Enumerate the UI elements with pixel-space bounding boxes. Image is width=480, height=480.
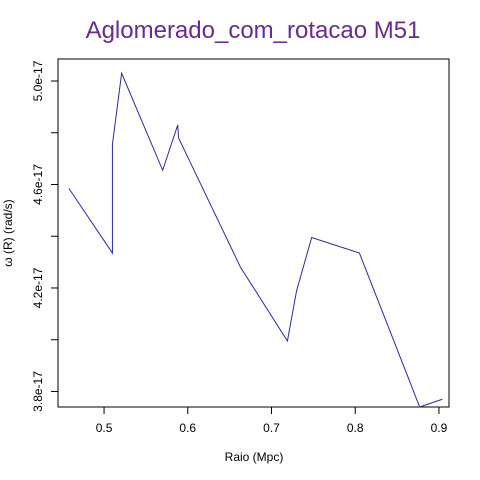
x-axis: 0.5 0.6 0.7 0.8 0.9	[96, 407, 448, 435]
chart-title: Aglomerado_com_rotacao M51	[86, 17, 421, 44]
x-tick-label: 0.5	[96, 421, 113, 435]
x-tick-label: 0.6	[179, 421, 196, 435]
plot-frame	[57, 58, 450, 408]
y-tick-label: 4.2e-17	[31, 267, 45, 308]
y-tick-label: 3.8e-17	[31, 371, 45, 412]
x-axis-label: Raio (Mpc)	[225, 450, 284, 464]
plot-area	[68, 71, 443, 408]
series-line	[68, 71, 443, 408]
y-axis: 3.8e-17 4.2e-17 4.6e-17 5.0e-17	[31, 60, 58, 412]
x-tick-label: 0.9	[431, 421, 448, 435]
x-tick-label: 0.7	[263, 421, 280, 435]
y-axis-label: ω (R) (rad/s)	[1, 199, 15, 266]
y-tick-label: 4.6e-17	[31, 164, 45, 205]
y-tick-label: 5.0e-17	[31, 60, 45, 101]
x-tick-label: 0.8	[347, 421, 364, 435]
